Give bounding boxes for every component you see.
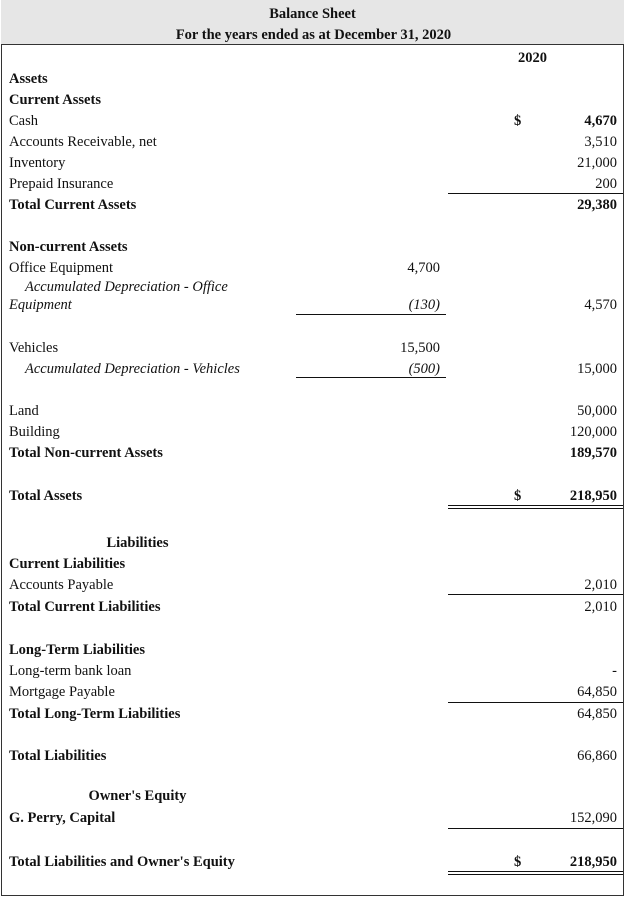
row-label: Office Equipment bbox=[9, 260, 114, 276]
amount-value: 64,850 bbox=[577, 684, 617, 700]
table-row: Total Liabilities and Owner's Equity $218… bbox=[0, 853, 640, 871]
row-label: Assets bbox=[9, 71, 48, 87]
row-label: Non-current Assets bbox=[9, 239, 128, 255]
row-label: Current Liabilities bbox=[9, 556, 126, 572]
amount-value: 4,570 bbox=[584, 297, 617, 313]
subtotal-value: (500) bbox=[408, 361, 440, 377]
amount-value: - bbox=[612, 663, 617, 679]
table-row: Total Long-Term Liabilities 64,850 bbox=[0, 705, 640, 723]
amount-value: 3,510 bbox=[584, 134, 617, 150]
table-row: Building 120,000 bbox=[0, 423, 640, 441]
table-row: Equipment (130) 4,570 bbox=[0, 296, 640, 314]
row-label: Total Long-Term Liabilities bbox=[9, 706, 181, 722]
row-label: Total Non-current Assets bbox=[9, 445, 163, 461]
table-row: Long-Term Liabilities bbox=[0, 641, 640, 659]
row-label: Vehicles bbox=[9, 340, 59, 356]
subtotal-value: (130) bbox=[408, 297, 440, 313]
underline bbox=[296, 314, 446, 315]
row-label: Total Current Liabilities bbox=[9, 599, 161, 615]
double-underline bbox=[448, 505, 623, 509]
underline bbox=[448, 828, 623, 829]
table-row: Liabilities bbox=[0, 534, 640, 552]
row-label: Land bbox=[9, 403, 39, 419]
row-label: Long-term bank loan bbox=[9, 663, 132, 679]
row-label: Liabilities bbox=[106, 535, 169, 551]
amount-value: 120,000 bbox=[569, 424, 617, 440]
table-row: Total Current Assets 29,380 bbox=[0, 196, 640, 214]
header-band: Balance Sheet For the years ended as at … bbox=[1, 0, 624, 45]
table-row: Non-current Assets bbox=[0, 238, 640, 256]
table-row: Inventory 21,000 bbox=[0, 154, 640, 172]
table-row: Accumulated Depreciation - Vehicles (500)… bbox=[0, 360, 640, 378]
balance-sheet-frame bbox=[1, 0, 624, 896]
row-label: Accumulated Depreciation - Office bbox=[25, 279, 228, 295]
amount-value: 218,950 bbox=[569, 488, 617, 504]
table-row: Total Liabilities 66,860 bbox=[0, 747, 640, 765]
subtotal-value: 15,500 bbox=[400, 340, 440, 356]
table-row: Vehicles 15,500 bbox=[0, 339, 640, 357]
amount-value: 152,090 bbox=[569, 810, 617, 826]
table-row: G. Perry, Capital 152,090 bbox=[0, 809, 640, 827]
amount-value: 2,010 bbox=[584, 577, 617, 593]
table-row: Current Liabilities bbox=[0, 555, 640, 573]
table-row: Current Assets bbox=[0, 91, 640, 109]
amount-value: 2,010 bbox=[584, 599, 617, 615]
table-row: Accumulated Depreciation - Office bbox=[0, 278, 640, 296]
table-row: Total Assets $218,950 bbox=[0, 487, 640, 505]
row-label: Prepaid Insurance bbox=[9, 176, 114, 192]
amount-value: 66,860 bbox=[577, 748, 617, 764]
table-row: Prepaid Insurance 200 bbox=[0, 175, 640, 193]
row-label: G. Perry, Capital bbox=[9, 810, 116, 826]
row-label: Long-Term Liabilities bbox=[9, 642, 146, 658]
table-row: Long-term bank loan - bbox=[0, 662, 640, 680]
amount-value: 200 bbox=[595, 176, 617, 192]
row-label: Total Current Assets bbox=[9, 197, 137, 213]
row-label: Equipment bbox=[9, 297, 72, 313]
underline bbox=[448, 702, 623, 703]
table-row: Assets bbox=[0, 70, 640, 88]
table-row: Owner's Equity bbox=[0, 787, 640, 805]
double-underline bbox=[448, 871, 623, 875]
sheet-title: Balance Sheet bbox=[269, 6, 356, 22]
amount-value: 218,950 bbox=[569, 854, 617, 870]
row-label: Inventory bbox=[9, 155, 66, 171]
table-row: Total Non-current Assets 189,570 bbox=[0, 444, 640, 462]
row-label: Total Assets bbox=[9, 488, 83, 504]
underline bbox=[296, 377, 446, 378]
dollar-sign: $ bbox=[514, 854, 522, 870]
sheet-subtitle: For the years ended as at December 31, 2… bbox=[175, 27, 452, 43]
table-row: Office Equipment 4,700 bbox=[0, 259, 640, 277]
dollar-sign: $ bbox=[514, 488, 522, 504]
dollar-sign: $ bbox=[514, 113, 522, 129]
table-row: Total Current Liabilities 2,010 bbox=[0, 598, 640, 616]
amount-value: 189,570 bbox=[569, 445, 617, 461]
amount-value: 64,850 bbox=[577, 706, 617, 722]
row-label: Total Liabilities and Owner's Equity bbox=[9, 854, 235, 870]
subtotal-value: 4,700 bbox=[407, 260, 440, 276]
row-label: Total Liabilities bbox=[9, 748, 107, 764]
year-column-header: 2020 bbox=[518, 50, 547, 66]
table-row: Land 50,000 bbox=[0, 402, 640, 420]
underline bbox=[448, 193, 623, 194]
table-row: Mortgage Payable 64,850 bbox=[0, 683, 640, 701]
amount-value: 21,000 bbox=[577, 155, 617, 171]
amount-value: 50,000 bbox=[577, 403, 617, 419]
underline bbox=[448, 594, 623, 595]
table-row: Cash $4,670 bbox=[0, 112, 640, 130]
row-label: Owner's Equity bbox=[88, 788, 187, 804]
row-label: Current Assets bbox=[9, 92, 101, 108]
row-label: Accumulated Depreciation - Vehicles bbox=[25, 361, 240, 377]
row-label: Accounts Payable bbox=[9, 577, 114, 593]
amount-value: 15,000 bbox=[577, 361, 617, 377]
row-label: Mortgage Payable bbox=[9, 684, 115, 700]
table-row: Accounts Receivable, net 3,510 bbox=[0, 133, 640, 151]
row-label: Building bbox=[9, 424, 60, 440]
amount-value: 29,380 bbox=[577, 197, 617, 213]
table-row: Accounts Payable 2,010 bbox=[0, 576, 640, 594]
row-label: Accounts Receivable, net bbox=[9, 134, 157, 150]
row-label: Cash bbox=[9, 113, 38, 129]
amount-value: 4,670 bbox=[584, 113, 617, 129]
